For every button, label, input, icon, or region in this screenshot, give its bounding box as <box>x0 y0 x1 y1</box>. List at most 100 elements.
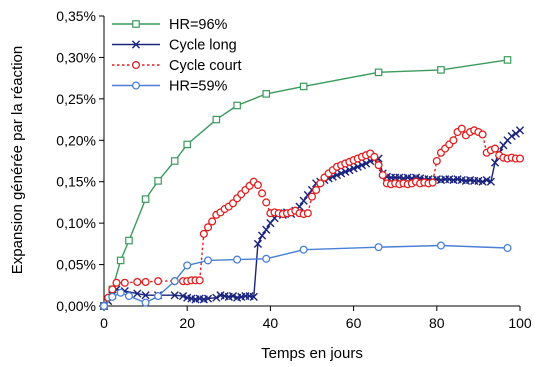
data-point <box>141 291 150 300</box>
data-point <box>378 171 387 180</box>
data-point <box>249 292 258 301</box>
data-point <box>154 277 163 286</box>
data-point <box>233 101 241 110</box>
x-marker-stroke <box>457 175 466 185</box>
series-line <box>103 127 520 307</box>
data-point <box>370 152 379 161</box>
x-marker-stroke <box>490 158 500 167</box>
data-point <box>228 199 238 208</box>
data-point <box>116 288 125 297</box>
axes: 0,00% 0,05% 0,10% 0,15% 0,20% 0,25% 0,30% 0,35%… <box>56 8 532 331</box>
data-point <box>515 154 525 163</box>
data-point <box>141 277 150 287</box>
data-point <box>116 256 125 265</box>
data-point <box>233 255 242 264</box>
data-point <box>316 179 325 188</box>
data-point <box>312 185 321 195</box>
x-marker-stroke <box>353 162 362 171</box>
legend-item-cycle-long: Cycle long <box>112 38 237 54</box>
series-cycle-court <box>99 124 525 311</box>
data-point <box>299 245 308 254</box>
data-point <box>203 256 213 265</box>
x-marker-stroke <box>249 292 258 301</box>
x-marker-stroke <box>341 167 350 176</box>
x-marker-stroke <box>262 225 271 234</box>
y-tick-label: 0,25% <box>56 91 96 107</box>
data-point <box>478 130 487 139</box>
series-cycle-long <box>99 126 525 311</box>
data-point <box>374 161 383 170</box>
data-point <box>449 136 458 145</box>
y-tick-label: 0,30% <box>56 49 96 65</box>
x-marker-stroke <box>345 166 354 175</box>
data-point <box>515 126 525 135</box>
data-point <box>457 124 466 133</box>
x-marker-stroke <box>133 289 142 298</box>
x-marker-stroke <box>245 291 254 301</box>
x-marker-stroke <box>465 175 475 185</box>
data-point <box>436 241 446 250</box>
data-point <box>503 56 512 64</box>
data-point <box>178 291 188 301</box>
data-point <box>258 189 267 198</box>
x-marker-stroke <box>332 170 342 180</box>
legend-label: HR=59% <box>169 79 228 95</box>
data-point <box>154 292 163 301</box>
series-layer <box>99 56 525 311</box>
y-tick-label: 0,05% <box>56 257 96 273</box>
data-point <box>374 243 383 252</box>
data-point <box>490 144 500 153</box>
legend-swatch-marker <box>131 40 141 49</box>
data-point <box>170 291 179 300</box>
data-point <box>299 82 308 91</box>
y-axis-title-group: Expansion générée par la réaction <box>9 46 26 275</box>
data-point <box>337 169 346 178</box>
data-point <box>361 159 371 168</box>
data-point <box>437 66 445 74</box>
x-marker-stroke <box>257 231 267 240</box>
x-marker-stroke <box>299 196 308 205</box>
data-point <box>262 254 271 263</box>
data-point <box>507 132 516 141</box>
x-tick-label: 60 <box>346 315 362 331</box>
data-point <box>141 195 150 203</box>
data-point <box>432 156 441 166</box>
data-point <box>374 68 383 77</box>
x-marker-stroke <box>183 293 192 302</box>
series-hr-96 <box>100 56 512 310</box>
x-marker-stroke <box>212 293 221 302</box>
data-point <box>108 292 117 301</box>
x-marker-stroke <box>478 177 487 186</box>
legend-swatch-marker <box>131 81 141 90</box>
y-tick-label: 0,15% <box>56 174 96 190</box>
data-point <box>303 209 312 218</box>
x-marker-stroke <box>141 291 150 300</box>
x-marker-stroke <box>453 175 462 184</box>
x-marker-stroke <box>216 291 225 300</box>
data-point <box>170 157 179 165</box>
legend-label: HR=96% <box>169 17 228 33</box>
data-point <box>133 277 142 287</box>
series-line <box>103 244 508 307</box>
series-line <box>103 59 508 307</box>
x-marker-stroke <box>131 40 141 49</box>
legend-item-hr-59: HR=59% <box>112 79 228 95</box>
x-marker-stroke <box>328 172 337 181</box>
y-axis-title: Expansion générée par la réaction <box>9 46 26 275</box>
legend-item-cycle-court: Cycle court <box>112 58 242 74</box>
data-point <box>203 294 213 303</box>
data-point <box>120 278 129 287</box>
data-point <box>490 158 500 167</box>
x-marker-stroke <box>445 175 454 184</box>
data-point <box>183 261 192 270</box>
data-point <box>125 236 133 245</box>
legend-label: Cycle long <box>169 38 237 54</box>
data-point <box>212 115 221 124</box>
data-point <box>133 289 142 298</box>
data-point <box>478 177 487 186</box>
series-line <box>103 129 521 307</box>
legend-item-hr-96: HR=96% <box>112 17 228 33</box>
data-point <box>357 161 367 170</box>
data-point <box>503 243 512 253</box>
